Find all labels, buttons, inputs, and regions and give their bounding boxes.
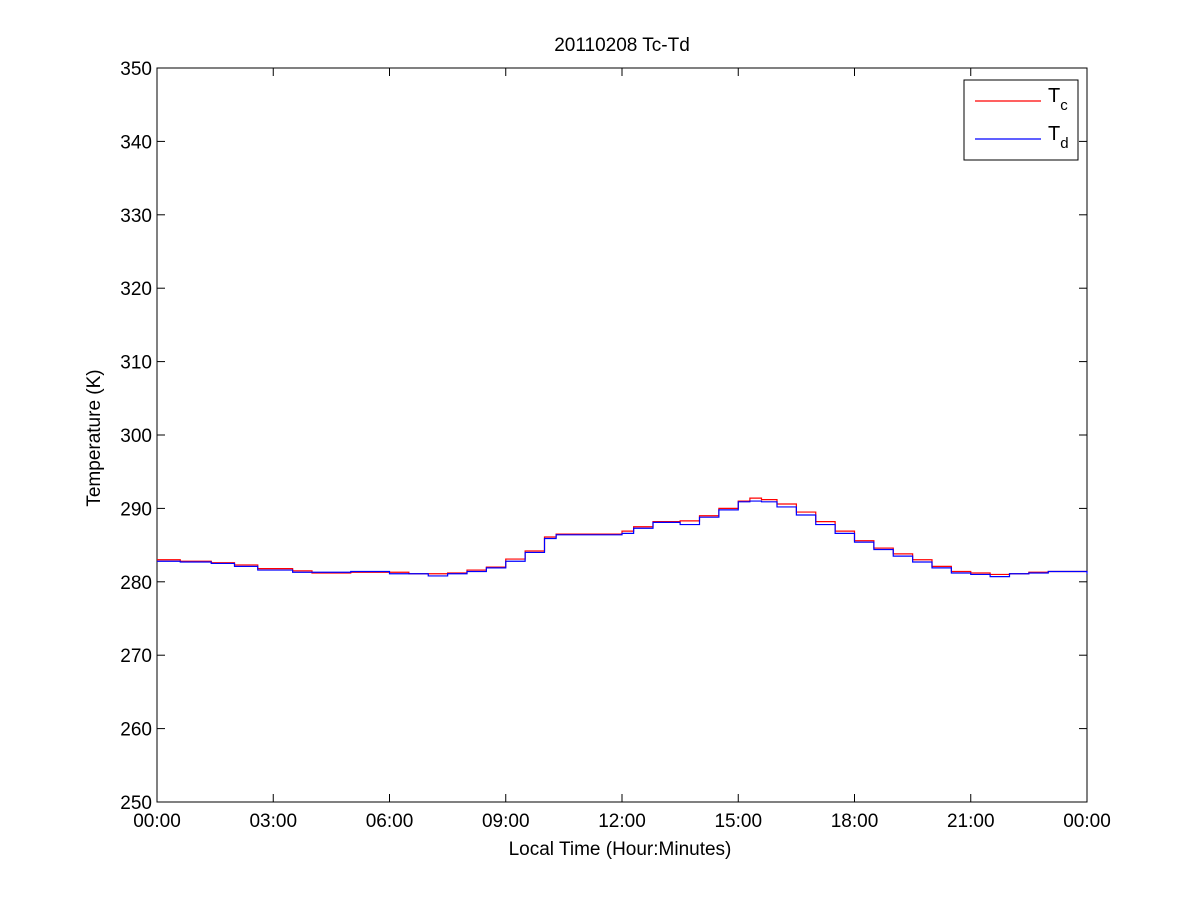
x-tick-label: 06:00: [366, 811, 414, 832]
legend-label-tc-main: T: [1048, 85, 1060, 107]
chart-title: 20110208 Tc-Td: [554, 35, 690, 56]
legend-label-td: Td: [1048, 123, 1069, 152]
y-tick-label: 310: [120, 353, 152, 374]
series-layer: [157, 497, 1088, 578]
y-tick-labels: 250 260 270 280 290 300 310 320 330 340 350: [120, 59, 152, 814]
legend-label-tc: Tc: [1048, 85, 1068, 114]
x-axis-title: Local Time (Hour:Minutes): [509, 839, 732, 860]
x-tick-label: 03:00: [249, 811, 297, 832]
legend: Tc Td: [963, 79, 1079, 161]
y-tick-label: 300: [120, 426, 152, 447]
y-tick-label: 320: [120, 279, 152, 300]
x-tick-label: 12:00: [598, 811, 646, 832]
y-axis-title: Temperature (K): [84, 369, 105, 506]
y-tick-label: 350: [120, 59, 152, 80]
legend-label-tc-sub: c: [1060, 97, 1068, 114]
y-tick-label: 280: [120, 573, 152, 594]
y-tick-label: 260: [120, 720, 152, 741]
legend-label-td-main: T: [1048, 123, 1060, 145]
x-tick-label: 21:00: [947, 811, 995, 832]
y-tick-label: 340: [120, 132, 152, 153]
axis-ticks: [156, 67, 1088, 803]
legend-box: [963, 79, 1079, 161]
x-tick-label: 18:00: [831, 811, 879, 832]
x-tick-label: 00:00: [133, 811, 181, 832]
x-tick-label: 15:00: [714, 811, 762, 832]
plot-area: [156, 67, 1088, 803]
y-tick-label: 290: [120, 499, 152, 520]
legend-label-td-sub: d: [1060, 135, 1068, 152]
x-tick-label: 00:00: [1063, 811, 1111, 832]
y-tick-label: 250: [120, 793, 152, 814]
x-tick-labels: 00:00 03:00 06:00 09:00 12:00 15:00 18:00 21:00…: [133, 811, 1111, 832]
y-tick-label: 330: [120, 206, 152, 227]
series-line-td: [157, 500, 1088, 578]
x-tick-label: 09:00: [482, 811, 530, 832]
y-tick-label: 270: [120, 646, 152, 667]
